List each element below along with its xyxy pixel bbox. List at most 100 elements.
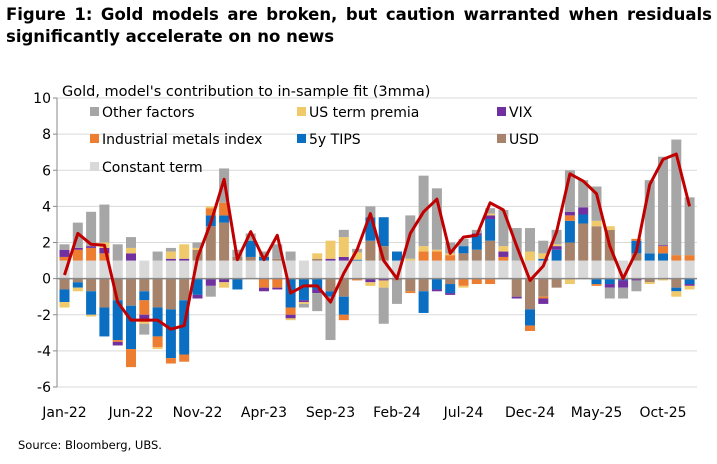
bar-segment-usd [126,278,136,306]
bar-segment-5y-tips [525,309,535,326]
bar-segment-industrial-metals-index [352,278,363,281]
bar-segment-usd [471,249,482,261]
bar-segment-usd [205,226,216,261]
bar-segment-industrial-metals-index [591,284,602,286]
bar-segment-other-factors [644,180,655,254]
legend-swatch [90,107,99,116]
bar-segment-constant-term [631,260,642,279]
bar-segment-other-factors [498,209,509,247]
bar-segment-constant-term [285,260,296,279]
bar-segment-constant-term [431,260,442,279]
bar-segment-other-factors [285,251,296,261]
bar-segment-vix [684,284,695,286]
y-ticks: -6 -4 -2 0 2 4 6 8 10 [33,91,58,396]
bar-segment-5y-tips [86,291,97,315]
bar-segment-other-factors [165,247,176,252]
x-tick-label: Jan-22 [41,405,86,421]
bar-segment-other-factors [658,156,668,246]
bar-segment-other-factors [298,303,309,308]
bar-segment-5y-tips [485,219,496,241]
bar-segment-us-term-premia [538,253,549,259]
bar-segment-vix [112,341,123,346]
bar-segment-constant-term [205,260,216,279]
bar-segment-5y-tips [418,291,429,313]
bar-segment-industrial-metals-index [285,307,296,315]
x-tick-label: May-25 [571,405,623,421]
bar-segment-usd [99,278,110,308]
bar-segment-usd [152,278,163,308]
bar-segment-usd [631,253,642,261]
bar-segment-constant-term [139,260,150,279]
y-tick-label: 2 [42,236,51,252]
x-tick-label: Nov-22 [173,405,223,421]
bar-segment-industrial-metals-index [259,278,269,288]
bar-segment-industrial-metals-index [139,300,150,315]
bar-segment-vix [298,300,309,303]
bar-segment-industrial-metals-index [498,256,509,261]
bar-segment-vix [59,249,70,257]
bar-segment-usd [219,222,230,261]
legend-label: USD [509,132,539,148]
bar-segment-constant-term [392,260,402,279]
bar-segment-5y-tips [644,253,655,261]
bar-segment-5y-tips [352,259,363,261]
bar-segment-5y-tips [658,253,668,261]
bar-segment-5y-tips [365,217,376,241]
bar-segment-industrial-metals-index [564,215,575,221]
bar-segment-vix [338,256,349,261]
x-tick-label: Jun-22 [108,405,154,421]
bar-segment-industrial-metals-index [205,208,216,216]
bar-segment-other-factors [312,293,323,312]
bar-segment-constant-term [658,260,668,279]
bar-segment-5y-tips [591,278,602,285]
bar-segment-constant-term [551,260,562,279]
x-tick-label: Oct-25 [639,405,686,421]
bar-segment-us-term-premia [139,320,150,324]
bar-segment-us-term-premia [192,247,203,250]
bar-segment-vix [604,284,615,288]
bar-segment-5y-tips [245,240,256,257]
bar-segment-other-factors [205,285,216,297]
bar-segment-other-factors [631,280,642,292]
bar-segment-5y-tips [604,278,615,285]
bar-segment-other-factors [99,204,110,243]
bar-segment-usd [312,258,323,261]
bar-segment-5y-tips [298,278,309,301]
bar-segment-industrial-metals-index [471,278,482,285]
bar-segment-5y-tips [312,278,323,290]
bar-segment-industrial-metals-index [99,253,110,261]
bar-segment-industrial-metals-index [458,278,469,286]
x-tick-label: Sep-23 [306,405,355,421]
bar-segment-usd [538,278,549,297]
bar-segment-vix [378,278,389,281]
legend-swatch [297,134,306,143]
bar-segment-constant-term [219,260,230,279]
bar-segment-us-term-premia [312,253,323,259]
bar-segment-usd [511,278,522,297]
bar-segment-constant-term [365,260,376,279]
bar-segment-industrial-metals-index [338,314,349,321]
bar-segment-other-factors [618,287,629,299]
legend-swatch [297,107,306,116]
legend-swatch [497,134,506,143]
bar-segment-usd [551,278,562,288]
bar-segment-vix [631,278,642,281]
bar-segment-usd [272,258,283,261]
bar-segment-constant-term [471,260,482,279]
bar-segment-us-term-premia [165,251,176,259]
bar-segment-us-term-premia [658,278,668,281]
bar-segment-us-term-premia [219,282,230,288]
bar-segment-5y-tips [192,278,203,295]
bar-segment-other-factors [126,237,136,248]
bar-segment-other-factors [272,244,283,259]
y-tick-label: -4 [37,344,51,360]
bar-segment-industrial-metals-index [126,349,136,368]
bar-segment-5y-tips [684,278,695,285]
bar-segment-usd [325,278,336,292]
bar-segment-us-term-premia [86,314,97,317]
bar-segment-constant-term [538,260,549,279]
bar-segment-constant-term [59,260,70,279]
bar-segment-5y-tips [392,251,402,261]
bar-segment-constant-term [312,260,323,279]
bar-segment-usd [365,240,376,261]
